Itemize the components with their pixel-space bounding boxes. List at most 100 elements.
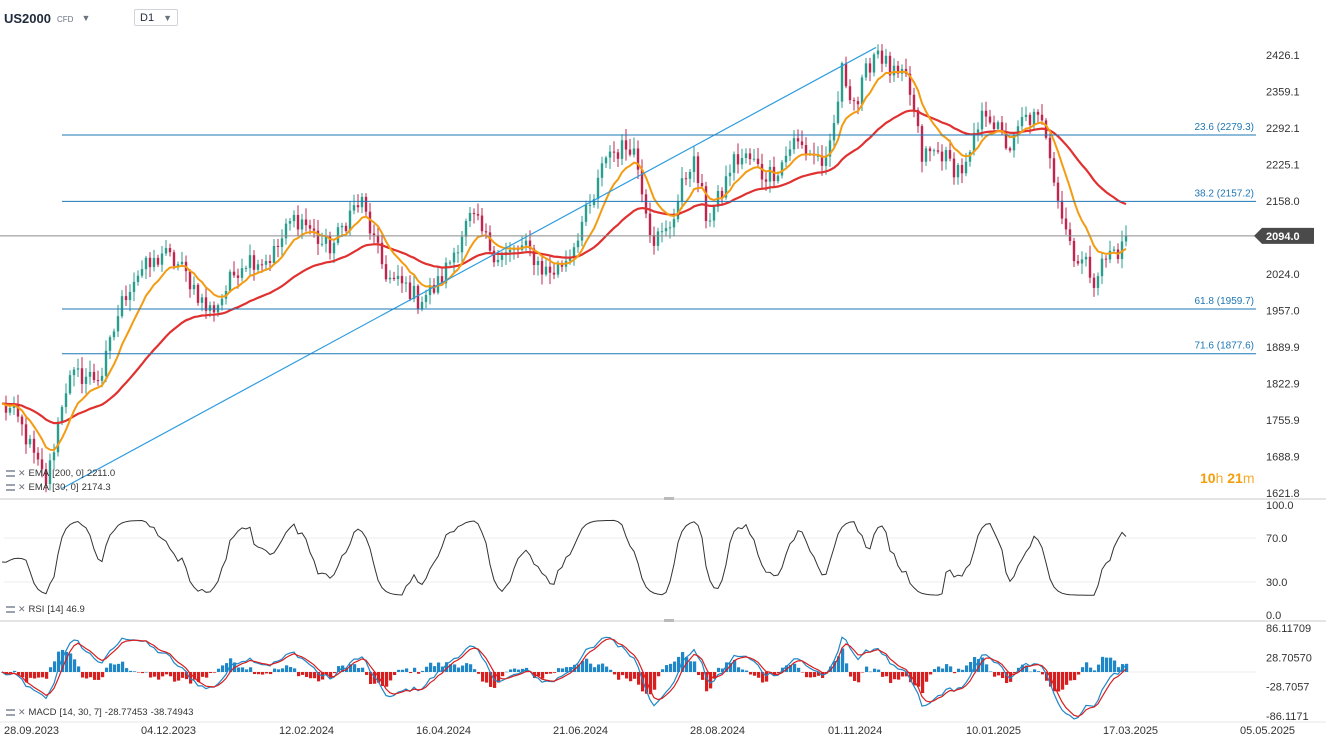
macd-bar	[385, 672, 389, 687]
macd-bar	[1077, 672, 1081, 675]
macd-bar	[461, 665, 465, 672]
fib-level-label: 71.6 (1877.6)	[1195, 341, 1255, 352]
candle	[408, 282, 412, 300]
symbol-dropdown-icon[interactable]: ▼	[81, 13, 91, 23]
macd-bar	[465, 663, 469, 672]
candle	[568, 257, 572, 261]
candle	[168, 248, 172, 253]
macd-bar	[841, 648, 845, 672]
macd-bar	[677, 656, 681, 672]
candle	[240, 268, 244, 278]
candle	[272, 245, 276, 264]
candle	[928, 148, 932, 152]
macd-bar	[697, 672, 701, 676]
candle	[756, 158, 760, 165]
macd-bar	[37, 672, 41, 678]
candle	[844, 63, 848, 87]
macd-bar	[137, 672, 141, 673]
macd-bar	[265, 672, 269, 674]
menu-icon[interactable]	[6, 606, 15, 613]
macd-bar	[669, 663, 673, 672]
candle	[1112, 249, 1116, 251]
candle	[1092, 277, 1096, 288]
candle	[72, 369, 76, 376]
close-icon[interactable]: ✕	[18, 468, 26, 478]
close-icon[interactable]: ✕	[18, 604, 26, 614]
macd-bar	[777, 672, 781, 674]
legend-macd: ✕ MACD [14, 30, 7] -28.77453 -38.74943	[6, 707, 193, 718]
macd-bar	[585, 658, 589, 672]
resize-handle[interactable]	[664, 619, 674, 622]
macd-bar	[409, 672, 413, 674]
macd-bar	[573, 664, 577, 672]
macd-bar	[369, 672, 373, 685]
candle	[532, 248, 536, 266]
candle	[1076, 261, 1080, 264]
candle	[816, 155, 820, 157]
macd-bar	[589, 663, 593, 672]
macd-bar	[13, 670, 17, 672]
macd-bar	[545, 672, 549, 675]
macd-bar	[729, 662, 733, 672]
macd-bar	[405, 668, 409, 672]
fib-level-label: 38.2 (2157.2)	[1195, 188, 1255, 199]
close-icon[interactable]: ✕	[18, 482, 26, 492]
macd-bar	[177, 672, 181, 681]
candle	[228, 271, 232, 291]
candle	[208, 305, 212, 311]
close-icon[interactable]: ✕	[18, 707, 26, 717]
candle	[1124, 235, 1128, 242]
timeframe-select[interactable]: D1 ▼	[134, 9, 178, 26]
candle	[392, 277, 396, 280]
macd-bar	[485, 672, 489, 683]
menu-icon[interactable]	[6, 709, 15, 716]
candle	[124, 296, 128, 301]
macd-bar	[221, 665, 225, 672]
macd-bar	[693, 661, 697, 672]
macd-bar	[685, 657, 689, 672]
macd-bar	[189, 672, 193, 684]
candle	[308, 225, 312, 229]
macd-bar	[1069, 672, 1073, 681]
candle	[1120, 241, 1124, 259]
resize-handle[interactable]	[664, 497, 674, 500]
candle	[944, 150, 948, 162]
last-price-badge	[1254, 227, 1314, 244]
macd-bar	[897, 672, 901, 680]
candle	[236, 275, 240, 278]
macd-bar	[817, 672, 821, 676]
macd-bar	[85, 672, 89, 679]
x-tick-label: 28.08.2024	[690, 725, 745, 737]
macd-line	[1, 636, 1127, 720]
macd-bar	[513, 668, 517, 672]
macd-bar	[1117, 667, 1121, 672]
macd-bar	[61, 649, 65, 672]
menu-icon[interactable]	[6, 484, 15, 491]
candle	[632, 148, 636, 155]
candle	[552, 272, 556, 275]
candle	[540, 260, 544, 275]
candle	[188, 271, 192, 290]
candle	[352, 205, 356, 211]
candle	[764, 179, 768, 182]
macd-bar	[469, 664, 473, 672]
macd-bar	[169, 672, 173, 677]
x-tick-label: 04.12.2023	[141, 725, 196, 737]
menu-icon[interactable]	[6, 470, 15, 477]
fib-level-label: 23.6 (2279.3)	[1195, 122, 1255, 133]
candle	[648, 213, 652, 236]
macd-bar	[257, 672, 261, 675]
candle	[1080, 259, 1084, 264]
macd-bar	[757, 672, 761, 678]
candle	[836, 101, 840, 124]
candle	[580, 221, 584, 241]
candle	[644, 194, 648, 214]
candle	[428, 285, 432, 296]
candle	[600, 163, 604, 178]
symbol-label[interactable]: US2000	[4, 10, 51, 26]
macd-bar	[953, 672, 957, 674]
candle	[952, 158, 956, 178]
y-tick-label: 1889.9	[1266, 342, 1300, 354]
candle	[784, 155, 788, 163]
